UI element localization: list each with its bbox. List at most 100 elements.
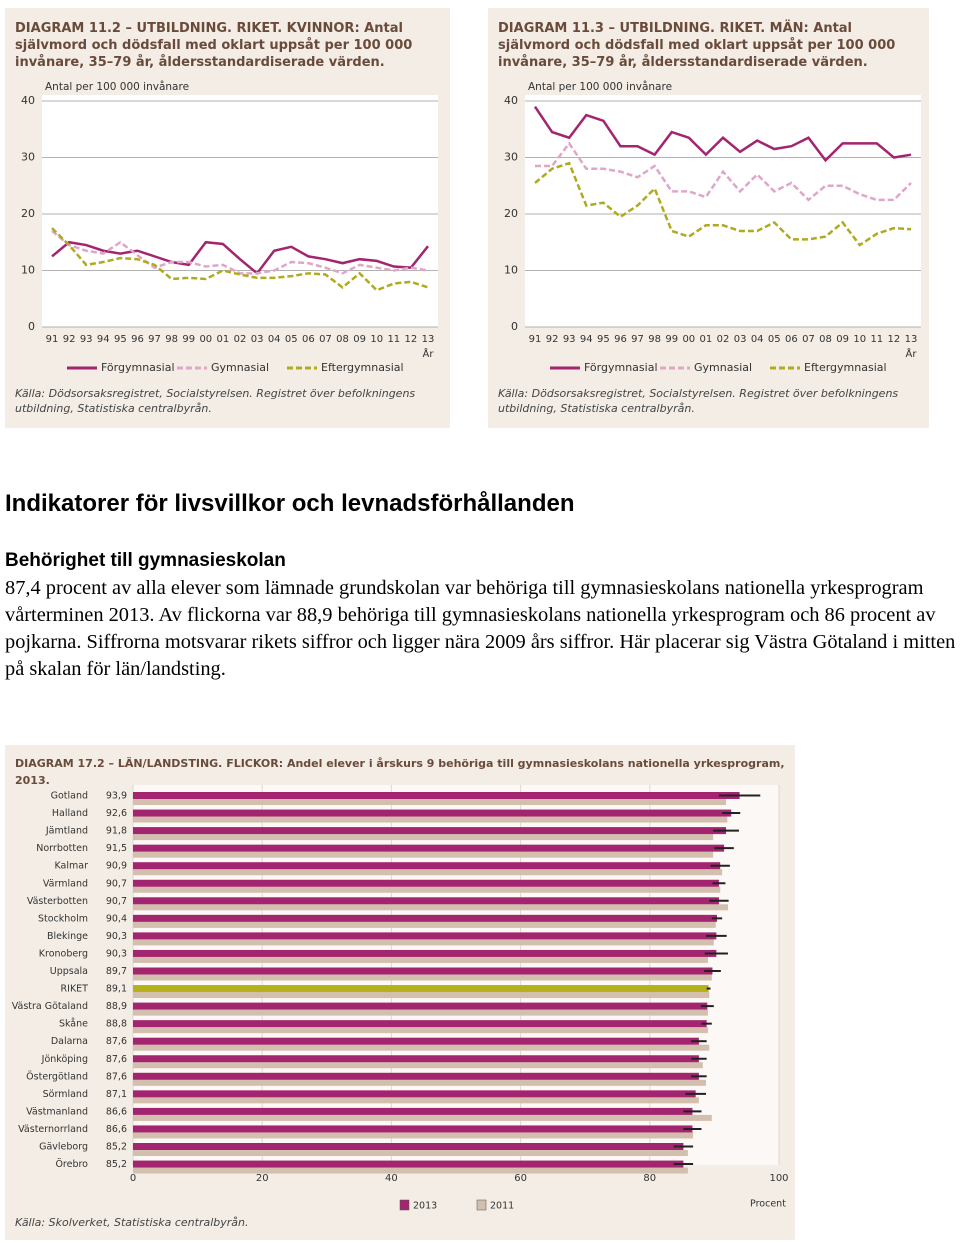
source: Källa: Dödsorsaksregistret, Socialstyrel… (15, 387, 416, 415)
value-label: 90,3 (106, 931, 127, 942)
bar-2011 (133, 799, 727, 805)
subheading: Behörighet till gymnasieskolan (5, 550, 286, 571)
bar-2011 (133, 974, 712, 981)
category-label: Kronoberg (39, 948, 88, 959)
value-label: 92,6 (106, 808, 127, 819)
x-tick-label: 97 (148, 334, 161, 345)
bar-2013 (133, 1107, 693, 1115)
x-tick-label: 93 (563, 334, 576, 345)
x-tick-label: 80 (643, 1173, 656, 1184)
category-label: Västra Götaland (12, 1001, 88, 1012)
y-tick-label: 10 (504, 264, 518, 277)
bar-2013 (133, 792, 740, 799)
x-tick-label: 96 (131, 334, 144, 345)
bar-2011 (133, 1114, 712, 1121)
legend-label: Förgymnasial (101, 361, 175, 374)
chart-title: DIAGRAM 11.3 – UTBILDNING. RIKET. MÄN: A… (498, 21, 896, 70)
legend-label: 2011 (490, 1201, 514, 1212)
x-tick-label: 05 (768, 334, 781, 345)
category-label: Stockholm (38, 913, 88, 924)
y-tick-label: 0 (511, 320, 518, 333)
bar-2013 (133, 827, 727, 835)
bar-2011 (133, 992, 710, 999)
legend-swatch (476, 1199, 487, 1211)
bar-2011 (133, 1079, 707, 1086)
paragraph: 87,4 procent av alla elever som lämnade … (5, 577, 956, 680)
bar-2013 (133, 967, 713, 975)
x-tick-label: 10 (370, 334, 383, 345)
x-tick-label: 97 (631, 334, 644, 345)
x-tick-label: 04 (751, 334, 764, 345)
category-label: Västernorrland (18, 1124, 88, 1135)
legend-label: Eftergymnasial (321, 361, 404, 374)
bar-2011 (133, 1132, 694, 1139)
x-axis-label: År (423, 347, 435, 360)
x-tick-label: 93 (80, 334, 93, 345)
bar-2011 (133, 939, 714, 946)
x-tick-label: 13 (422, 334, 435, 345)
x-tick-label: 07 (802, 334, 815, 345)
bar-2013 (133, 1020, 707, 1028)
x-tick-label: 20 (256, 1173, 269, 1184)
category-label: Skåne (59, 1019, 88, 1030)
y-tick-label: 10 (21, 264, 35, 277)
bar-2013 (133, 914, 717, 922)
value-label: 85,2 (106, 1142, 127, 1153)
x-tick-label: 11 (387, 334, 400, 345)
value-label: 90,7 (106, 878, 127, 889)
x-tick-label: 10 (853, 334, 866, 345)
x-tick-label: 00 (682, 334, 695, 345)
bar-2011 (133, 1009, 708, 1016)
value-label: 86,6 (106, 1124, 127, 1135)
y-axis-label: Antal per 100 000 invånare (45, 81, 190, 93)
x-tick-label: 06 (302, 334, 315, 345)
y-tick-label: 20 (21, 207, 35, 220)
value-label: 87,6 (106, 1071, 127, 1082)
bar-2013 (133, 1090, 696, 1098)
y-axis-label: Antal per 100 000 invånare (528, 81, 673, 93)
bar-2013 (133, 844, 725, 852)
bar-2013 (133, 1143, 684, 1150)
category-label: Dalarna (51, 1036, 88, 1047)
category-label: Uppsala (50, 966, 88, 977)
x-tick-label: 60 (514, 1173, 527, 1184)
plot: 0 10 20 30 40 91 92 93 94 95 96 97 98 99 00 01 02 03 04 05 0… (21, 94, 438, 374)
x-tick-label: 07 (319, 334, 332, 345)
y-tick-label: 30 (21, 151, 35, 164)
series-line (533, 105, 912, 163)
legend-swatch (399, 1199, 410, 1211)
x-tick-label: 99 (182, 334, 195, 345)
bar-2011 (133, 869, 723, 876)
x-tick-label: 96 (614, 334, 627, 345)
category-label: Jämtland (45, 826, 88, 837)
x-tick-label: 100 (769, 1173, 788, 1184)
y-tick-label: 40 (504, 94, 518, 107)
legend-label: Gymnasial (694, 361, 752, 374)
plot: 0 10 20 30 40 91 92 93 94 95 96 97 98 99 00 01 02 03 04 05 0… (504, 94, 921, 374)
bar-2013 (133, 985, 709, 993)
bar-2013 (133, 949, 717, 957)
chart-women: 0 10 20 30 40 91 92 93 94 95 96 97 98 99 00 01 02 03 04 05 0… (5, 8, 450, 428)
category-label: Östergötland (26, 1071, 88, 1082)
value-label: 87,6 (106, 1036, 127, 1047)
value-label: 89,1 (106, 984, 127, 995)
y-tick-label: 30 (504, 151, 518, 164)
value-label: 87,1 (106, 1089, 127, 1100)
value-label: 87,6 (106, 1054, 127, 1065)
value-label: 90,7 (106, 896, 127, 907)
x-tick-label: 99 (665, 334, 678, 345)
value-label: 86,6 (106, 1106, 127, 1117)
x-tick-label: 11 (870, 334, 883, 345)
series-line (51, 240, 429, 276)
x-tick-label: 09 (836, 334, 849, 345)
x-tick-label: 13 (905, 334, 918, 345)
x-tick-label: 92 (63, 334, 76, 345)
bar-2011 (133, 904, 728, 911)
x-tick-label: 05 (285, 334, 298, 345)
x-tick-label: 0 (130, 1173, 136, 1184)
y-tick-label: 0 (28, 320, 35, 333)
chart-bars: 0 20 40 60 80 100 Gotland 93,9 Halland 92,6 Jämtla… (5, 745, 795, 1240)
bar-2011 (133, 1150, 688, 1156)
category-label: Gävleborg (39, 1142, 88, 1153)
